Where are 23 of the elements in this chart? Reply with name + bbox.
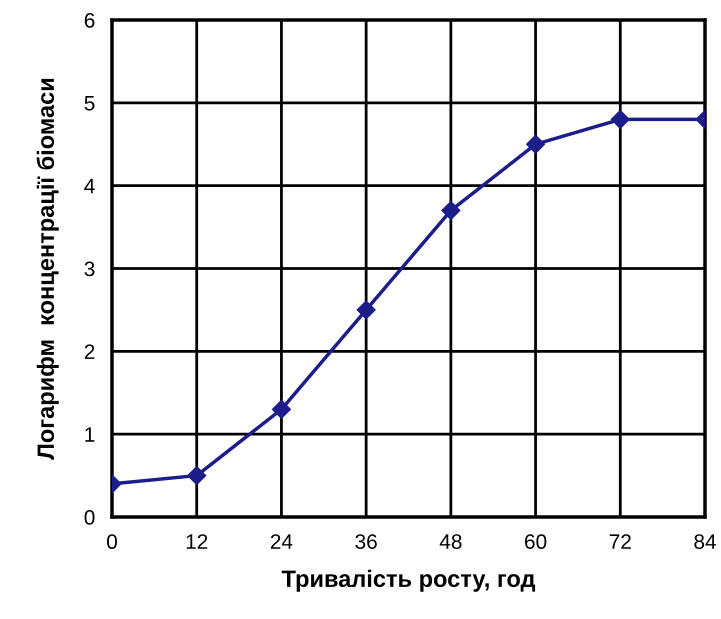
point xyxy=(187,466,206,486)
y-axis-title: Логарифм концентрації біомаси xyxy=(36,78,59,460)
y-tick-label: 3 xyxy=(84,262,94,276)
x-tick-label: 84 xyxy=(694,534,716,549)
point xyxy=(610,110,630,129)
point xyxy=(526,134,546,154)
x-tick-label: 60 xyxy=(525,534,546,549)
point xyxy=(272,400,291,419)
x-tick-label: 36 xyxy=(355,534,377,549)
y-tick-label: 6 xyxy=(84,13,94,28)
y-tick-label: 1 xyxy=(85,427,94,442)
x-tick-label: 24 xyxy=(270,534,292,549)
y-tick-label: 4 xyxy=(84,178,95,194)
y-tick-label: 2 xyxy=(84,344,94,359)
x-tick-label: 0 xyxy=(107,534,117,549)
x-tick-label: 48 xyxy=(440,534,462,549)
point xyxy=(356,300,376,320)
y-tick-label: 5 xyxy=(84,96,94,111)
x-tick-label: 12 xyxy=(186,534,208,549)
y-tick-label: 0 xyxy=(84,510,95,525)
point xyxy=(441,200,460,220)
x-tick-label: 72 xyxy=(610,534,631,549)
x-axis-title: Тривалість росту, год xyxy=(282,570,536,592)
